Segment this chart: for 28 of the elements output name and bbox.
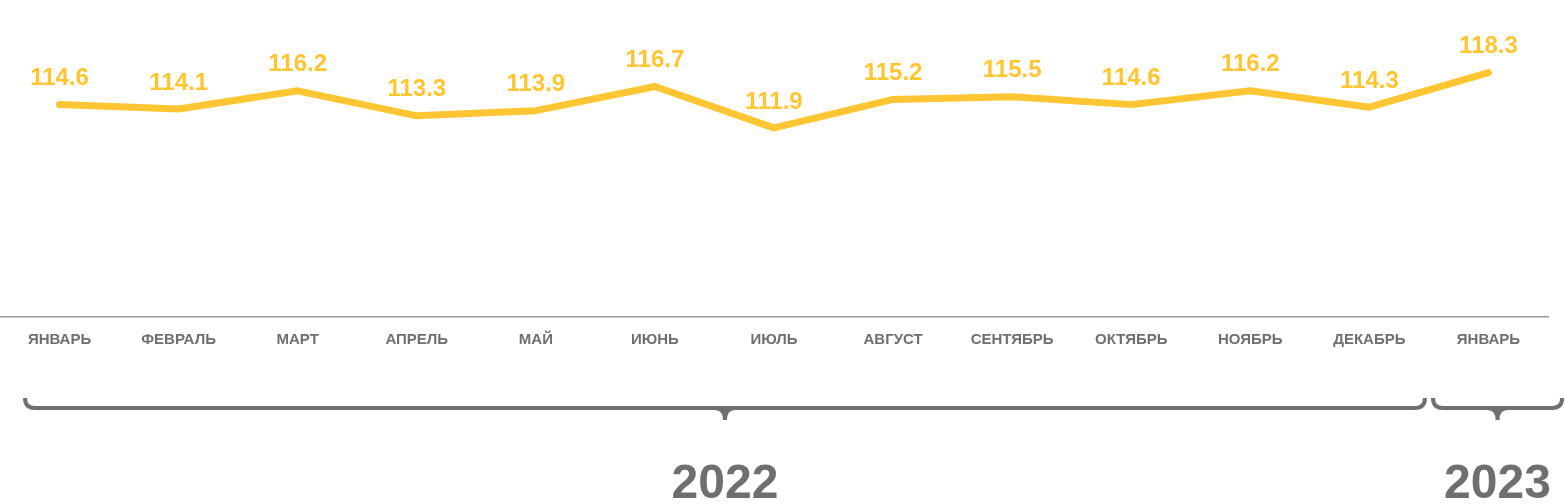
data-label: 116.2 (268, 49, 328, 77)
x-tick-label: ИЮЛЬ (750, 330, 798, 348)
data-label: 116.7 (625, 45, 685, 73)
data-label: 115.2 (863, 58, 923, 86)
x-tick-label: СЕНТЯБРЬ (970, 330, 1054, 348)
data-label: 113.9 (506, 69, 566, 97)
x-tick-label: ИЮНЬ (630, 330, 680, 348)
data-label: 118.3 (1459, 31, 1518, 59)
x-tick-label: НОЯБРЬ (1217, 330, 1283, 348)
x-tick-label: ОКТЯБРЬ (1094, 330, 1168, 348)
data-label: 114.3 (1340, 65, 1399, 93)
x-tick-label: АПРЕЛЬ (385, 330, 449, 348)
data-label: 115.5 (982, 55, 1042, 83)
x-tick-label: ФЕВРАЛЬ (141, 330, 217, 348)
text: 2022 (671, 455, 779, 504)
x-tick-label: МАРТ (276, 330, 319, 348)
x-tick-label: АВГУСТ (863, 330, 923, 348)
data-label: 116.2 (1220, 49, 1280, 77)
x-tick-label: МАЙ (518, 330, 553, 348)
data-label: 114.6 (30, 63, 89, 91)
text: 2023 (1444, 455, 1551, 504)
x-tick-label: ДЕКАБРЬ (1333, 330, 1406, 348)
data-label: 114.6 (1101, 63, 1161, 91)
data-label: 113.3 (387, 74, 447, 102)
x-tick-label: ЯНВАРЬ (1456, 330, 1521, 348)
data-label: 114.1 (149, 67, 208, 95)
data-label: 111.9 (745, 86, 803, 114)
x-tick-label: ЯНВАРЬ (27, 330, 92, 348)
